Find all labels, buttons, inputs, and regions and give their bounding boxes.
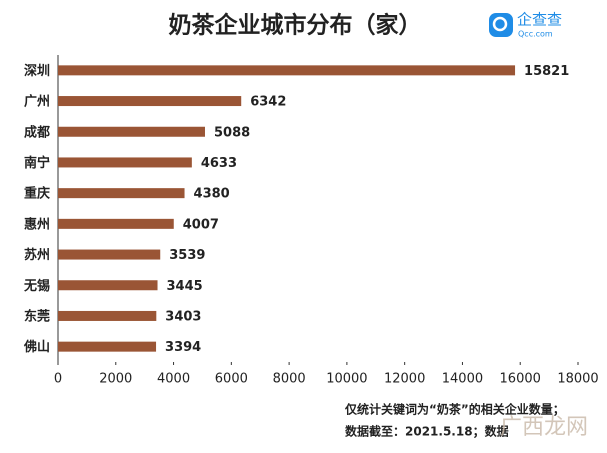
value-label: 4633 — [201, 156, 237, 171]
value-label: 4007 — [183, 217, 219, 232]
x-tick-label: 8000 — [273, 372, 306, 387]
y-tick-label: 东莞 — [24, 308, 50, 324]
bar — [58, 65, 516, 76]
x-tick-label: 14000 — [442, 372, 483, 387]
y-tick-label: 苏州 — [24, 247, 50, 263]
value-label: 4380 — [194, 187, 230, 202]
x-tick-label: 0 — [54, 372, 62, 387]
y-tick-label: 南宁 — [24, 155, 50, 171]
value-label: 6342 — [250, 95, 286, 110]
bar — [58, 96, 242, 107]
value-label: 3403 — [165, 309, 201, 324]
note: 仅统计关键词为“奶茶”的相关企业数量； — [344, 402, 565, 417]
x-tick-label: 6000 — [215, 372, 248, 387]
bar — [58, 280, 158, 291]
y-tick-label: 深圳 — [24, 63, 50, 79]
x-tick-label: 10000 — [326, 372, 367, 387]
watermark: 广西龙网 — [500, 415, 588, 440]
y-tick-label: 无锡 — [23, 278, 50, 294]
logo-site: Qcc.com — [518, 30, 553, 39]
value-label: 3394 — [165, 340, 201, 355]
y-tick-label: 佛山 — [23, 339, 50, 355]
bar — [58, 310, 157, 321]
value-label: 15821 — [524, 64, 569, 79]
x-tick-label: 4000 — [157, 372, 190, 387]
value-label: 3445 — [167, 279, 203, 294]
chart-title: 奶茶企业城市分布（家） — [169, 12, 422, 39]
bar — [58, 157, 192, 168]
bar — [58, 249, 161, 260]
x-tick-label: 18000 — [557, 372, 598, 387]
y-tick-label: 惠州 — [24, 216, 50, 232]
x-tick-label: 2000 — [99, 372, 132, 387]
logo-icon-mark — [492, 16, 508, 32]
bar — [58, 218, 174, 229]
bar — [58, 341, 157, 352]
logo-name: 企查查 — [517, 11, 562, 29]
logo-icon — [489, 13, 513, 37]
x-tick-label: 16000 — [500, 372, 541, 387]
value-label: 5088 — [214, 125, 250, 140]
y-tick-label: 重庆 — [24, 186, 50, 202]
bar — [58, 126, 205, 137]
y-tick-label: 广州 — [24, 94, 50, 110]
note: 数据截至：2021.5.18；数据 — [345, 424, 509, 439]
x-tick-label: 12000 — [384, 372, 425, 387]
value-label: 3539 — [169, 248, 205, 263]
bar — [58, 188, 185, 199]
logo: 企查查 Qcc.com — [489, 11, 562, 39]
y-tick-label: 成都 — [24, 124, 50, 140]
